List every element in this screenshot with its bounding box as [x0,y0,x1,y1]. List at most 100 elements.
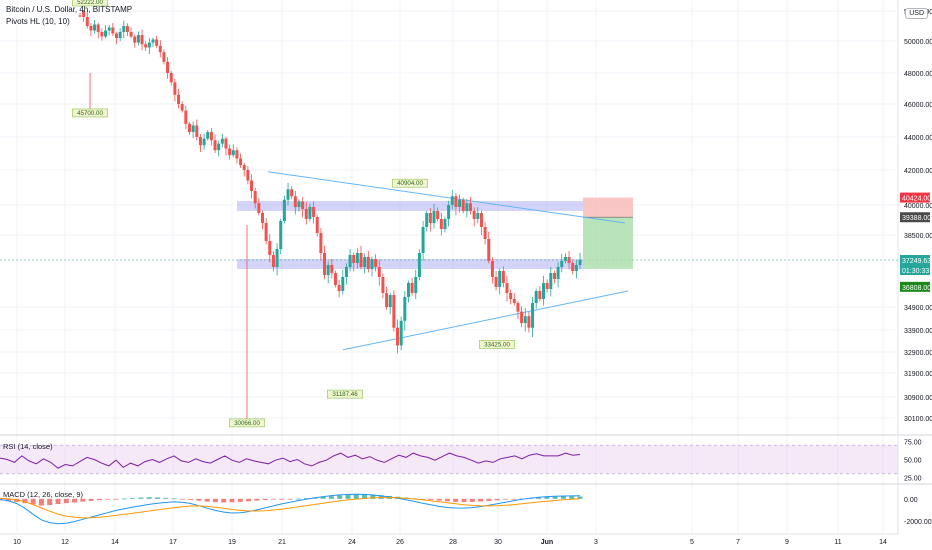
macd-tick-label: 0.00 [904,497,918,504]
candle-body [107,27,111,31]
price-tick-label: 48000.00 [904,71,932,78]
macd-histogram-bar [221,498,227,503]
candle-body [512,299,516,303]
support-band [237,259,583,270]
price-label-bg [900,212,930,223]
candle-body [494,277,498,287]
rsi-line [0,452,581,469]
price-tick-label: 38500.00 [904,233,932,240]
candle-body [82,11,86,17]
pivot-label-box [72,108,108,118]
candle-body [421,227,425,253]
price-label-bg [900,265,930,276]
time-tick-label: 24 [348,539,356,546]
indicator-label: Pivots HL (10, 10) [6,17,70,26]
time-tick-label: 11 [834,539,841,546]
candle-body [417,253,421,277]
candle-body [206,132,210,139]
currency-badge[interactable]: USD [905,8,928,19]
time-tick-label: 21 [278,539,286,546]
rsi-tick-label: 75.00 [904,440,922,447]
macd-histogram-bar [362,494,368,499]
price-tick-label: 40000.00 [904,203,932,210]
candle-body [469,203,473,211]
candle-body [257,203,261,213]
candle-body [253,191,257,204]
candle-body [268,241,272,255]
price-label-bg [900,192,930,203]
price-tick-label: 50000.00 [904,39,932,46]
candle-body [333,273,337,285]
candle-body [359,253,363,267]
candle-body [392,295,396,328]
macd-histogram-bar [304,498,310,499]
time-tick-label: 19 [228,539,236,546]
macd-histogram-bar [486,498,492,501]
drawings [0,171,898,351]
pivot-label-box [327,389,363,399]
price-tick-label: 44000.00 [904,135,932,142]
candle-body [169,73,173,83]
macd-histogram-bar [179,498,185,500]
macd-histogram-bar [105,498,111,500]
candle-body [173,82,177,95]
price-tick-label: 34900.00 [904,305,932,312]
candle-body [118,32,122,38]
candle-body [399,320,403,346]
macd-histogram-bar [96,498,102,501]
pivot-labels: 52222.00 45700.00 40904.00 30066.00 31187.46… [72,0,515,428]
candle-body [286,189,290,200]
candle-body [282,199,286,221]
candle-body [563,257,567,261]
candle-body [458,199,462,207]
candle-body [355,253,359,263]
candle-body [443,219,447,229]
macd-histogram-bar [544,496,550,499]
macd-histogram-bar [469,498,475,502]
price-label-last: 37249.63 [902,258,931,265]
candle-body [337,285,341,291]
candle-body [242,165,246,170]
macd-histogram-bar [154,497,160,499]
upper-trendline [267,171,626,224]
candle-body [125,26,129,32]
candle-body [352,255,356,263]
time-tick-label: 3 [594,539,598,546]
candle-body [129,32,133,37]
candle-body [271,255,275,267]
candle-body [370,259,374,269]
signal-line [0,497,581,519]
rsi-label: RSI (14, close) [3,442,53,451]
macd-histogram-bar [378,495,384,499]
candle-body [304,209,308,219]
macd-histogram-bar [569,496,575,499]
candle-body [133,36,137,43]
pivot-label-box [229,418,265,428]
candle-body [498,271,502,287]
macd-histogram-bar [287,498,293,500]
candle-body [162,52,166,62]
macd-histogram-bar [552,496,558,499]
candle-body [260,213,264,223]
time-tick-label: 12 [61,539,69,546]
candle-body [96,24,100,32]
candle-body [385,293,389,307]
macd-histogram-bar [337,495,343,499]
pivot-label-box [392,178,428,188]
candle-body [78,15,82,17]
pivot-label: 31187.46 [332,391,358,398]
price-label-countdown: 01:30:33 [902,268,929,275]
macd-histogram-bar [22,498,28,504]
macd-histogram-bar [461,498,467,503]
resistance-band [237,201,583,211]
candle-body [195,125,199,137]
macd-label: MACD (12, 26, close, 9) [3,490,84,499]
macd-histogram-bar [328,496,334,499]
candle-body [545,283,549,289]
time-tick-label: 28 [449,539,457,546]
time-tick-label: 17 [169,539,177,546]
price-label-stop: 40424.00 [902,196,931,203]
macd-histogram-bar [428,498,434,500]
macd-histogram-bar [270,498,276,500]
macd-pane: 0.00 -2000.00 [0,493,932,526]
